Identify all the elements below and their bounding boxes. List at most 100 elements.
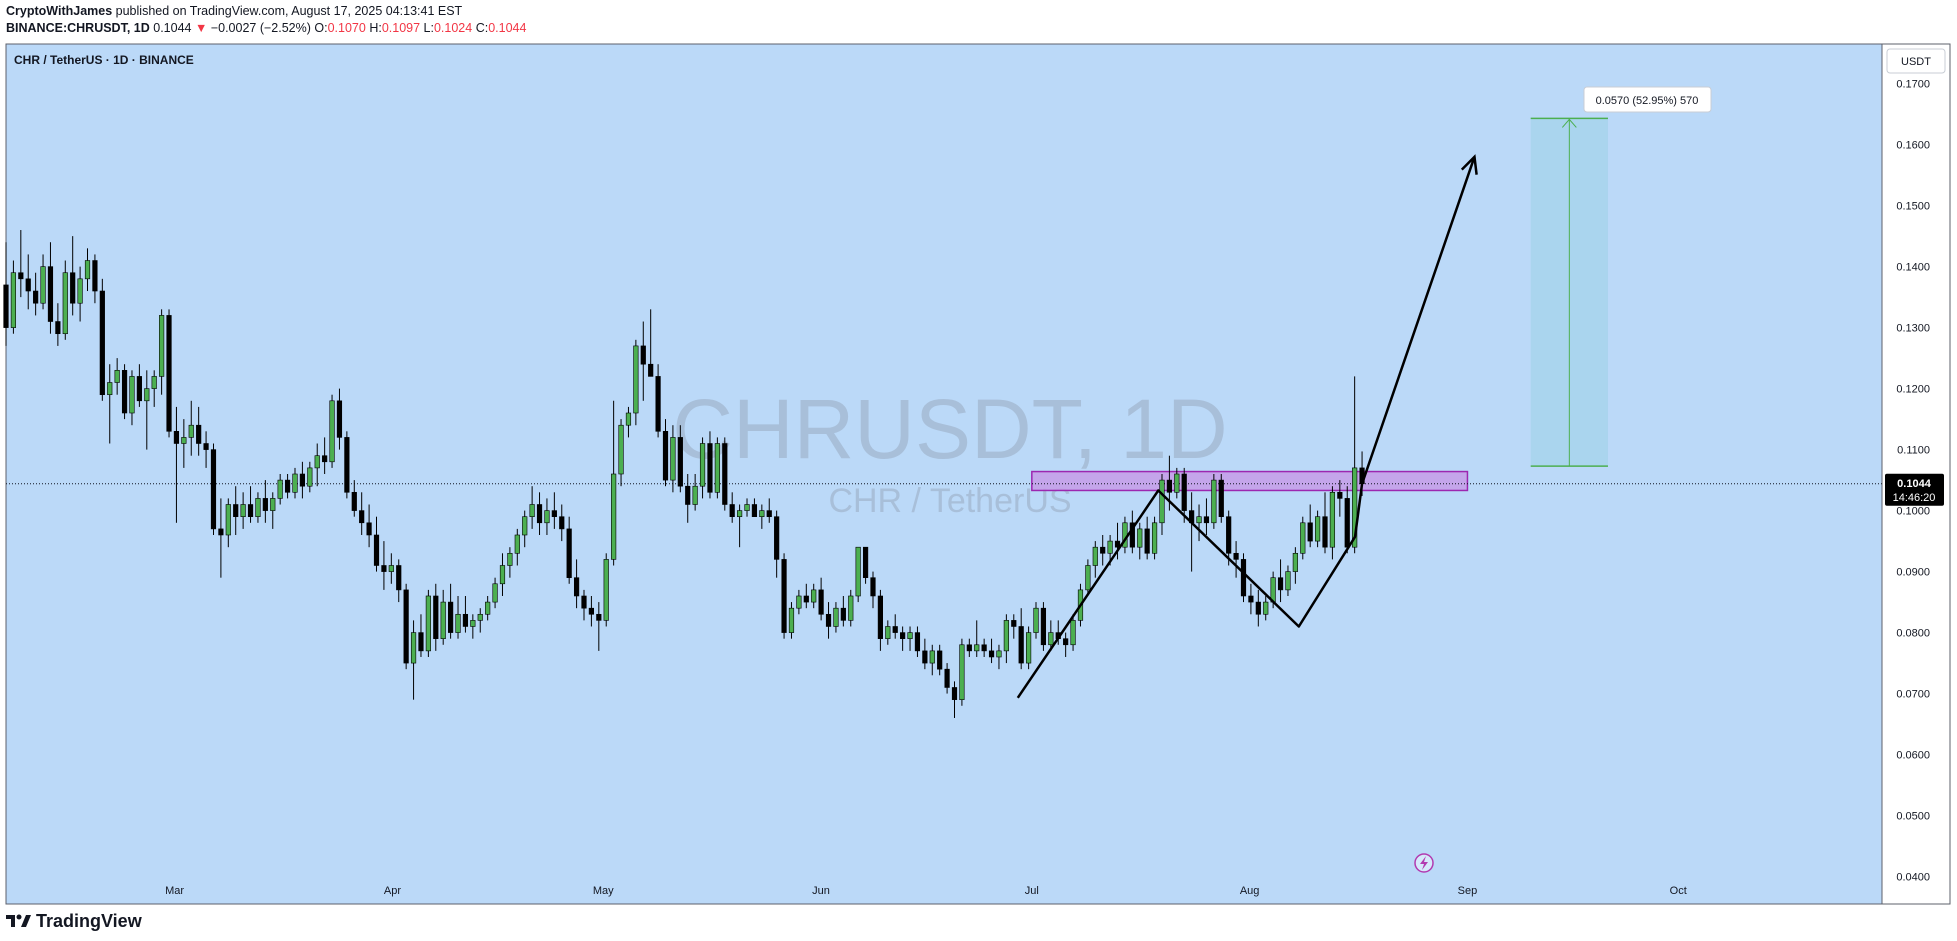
candle-body: [699, 443, 706, 487]
candle-body: [774, 516, 780, 560]
candle-body: [99, 290, 105, 396]
candle-body: [573, 577, 580, 597]
tradingview-logo-icon: [6, 913, 32, 931]
candle-body: [292, 473, 298, 493]
candle-body: [1203, 516, 1210, 524]
candle-body: [514, 534, 520, 554]
candle-body: [499, 565, 506, 585]
candle-body: [714, 443, 720, 493]
candle-body: [1329, 491, 1336, 548]
candle-body: [1003, 620, 1009, 652]
candle-body: [618, 424, 624, 475]
candle-body: [662, 431, 669, 481]
candle-body: [270, 498, 276, 511]
currency-button[interactable]: USDT: [1886, 48, 1946, 74]
candle-body: [1181, 473, 1187, 511]
candle-body: [485, 601, 491, 615]
x-tick-label: Jun: [812, 885, 830, 897]
candle-body: [25, 278, 31, 292]
candle-body: [92, 260, 98, 292]
candle-body: [381, 565, 387, 572]
y-tick-label: 0.0900: [1896, 567, 1930, 579]
resistance-zone[interactable]: [1031, 470, 1469, 492]
ohlc-line: BINANCE:CHRUSDT, 1D 0.1044 ▼ −0.0027 (−2…: [6, 20, 526, 37]
currency-button-bg[interactable]: [1886, 48, 1946, 74]
candle-body: [433, 595, 439, 639]
high-value: 0.1097: [381, 21, 421, 35]
lightning-icon[interactable]: [1414, 853, 1434, 873]
x-tick-label: Apr: [384, 885, 401, 897]
chart-title: CHR / TetherUS · 1D · BINANCE: [14, 53, 194, 67]
candle-body: [914, 632, 921, 652]
candle-body: [351, 491, 357, 511]
candle-body: [55, 321, 61, 335]
y-tick-label: 0.1700: [1896, 79, 1930, 91]
candle-body: [62, 272, 68, 335]
candle-body: [329, 400, 335, 463]
candle-body: [996, 650, 1002, 658]
projection-arrow-head[interactable]: [1460, 154, 1478, 175]
candle-body: [588, 607, 595, 615]
candle-body: [1322, 516, 1328, 548]
candle-body: [729, 504, 735, 517]
candle-body: [862, 546, 869, 578]
candle-body: [1337, 491, 1343, 499]
candle-body: [1300, 522, 1306, 554]
candle-body: [203, 443, 209, 450]
candle-body: [403, 589, 409, 664]
x-tick-label: Aug: [1240, 885, 1260, 897]
candle-body: [581, 595, 587, 609]
candle-body: [707, 443, 713, 493]
candle-body: [1011, 620, 1017, 627]
candle-body: [1255, 601, 1261, 615]
candle-body: [366, 522, 372, 536]
candle-body: [855, 546, 861, 597]
candle-body: [1352, 467, 1358, 548]
author-name[interactable]: CryptoWithJames: [6, 4, 113, 18]
candle-body: [966, 644, 972, 652]
candle-body: [1307, 522, 1313, 542]
x-tick-label: Mar: [165, 885, 184, 897]
footer-brand[interactable]: TradingView: [6, 911, 142, 932]
candle-body: [470, 620, 476, 627]
candle-body: [551, 510, 557, 517]
candle-body: [166, 315, 172, 432]
x-tick-label: Jul: [1025, 885, 1039, 897]
candle-body: [1174, 473, 1180, 493]
candle-body: [388, 565, 394, 572]
candle-body: [18, 272, 24, 280]
candle-body: [225, 504, 231, 536]
candle-body: [951, 687, 958, 700]
candle-body: [900, 632, 906, 639]
candle-body: [929, 650, 935, 664]
candle-body: [1107, 540, 1113, 554]
candle-body: [781, 559, 787, 633]
y-tick-label: 0.1000: [1896, 506, 1930, 518]
price-badge-value: 0.1044: [1897, 478, 1932, 490]
candle-body: [462, 613, 469, 627]
candle-body: [440, 601, 446, 639]
price-badge-bg: [1885, 473, 1944, 506]
candle-body: [1114, 540, 1121, 548]
candle-body: [870, 577, 876, 597]
candle-body: [759, 510, 765, 517]
candle-body: [188, 424, 194, 438]
projection-path[interactable]: [1016, 156, 1476, 699]
candle-body: [974, 644, 980, 652]
measure-label-box[interactable]: 0.0570 (52.95%) 570: [1583, 86, 1712, 113]
candle-body: [247, 504, 254, 517]
candle-body: [840, 607, 846, 621]
candle-body: [410, 632, 417, 664]
candle-body: [1159, 479, 1165, 524]
candle-body: [648, 363, 654, 377]
watermark-pair: CHR / TetherUS: [828, 482, 1071, 520]
candle-body: [1233, 552, 1239, 560]
candle-body: [492, 583, 498, 603]
high-label: H:: [369, 21, 382, 35]
candle-body: [233, 504, 239, 517]
candle-body: [1018, 626, 1024, 664]
candle-body: [255, 498, 261, 517]
candle-body: [1263, 601, 1269, 615]
candle-body: [959, 644, 965, 700]
